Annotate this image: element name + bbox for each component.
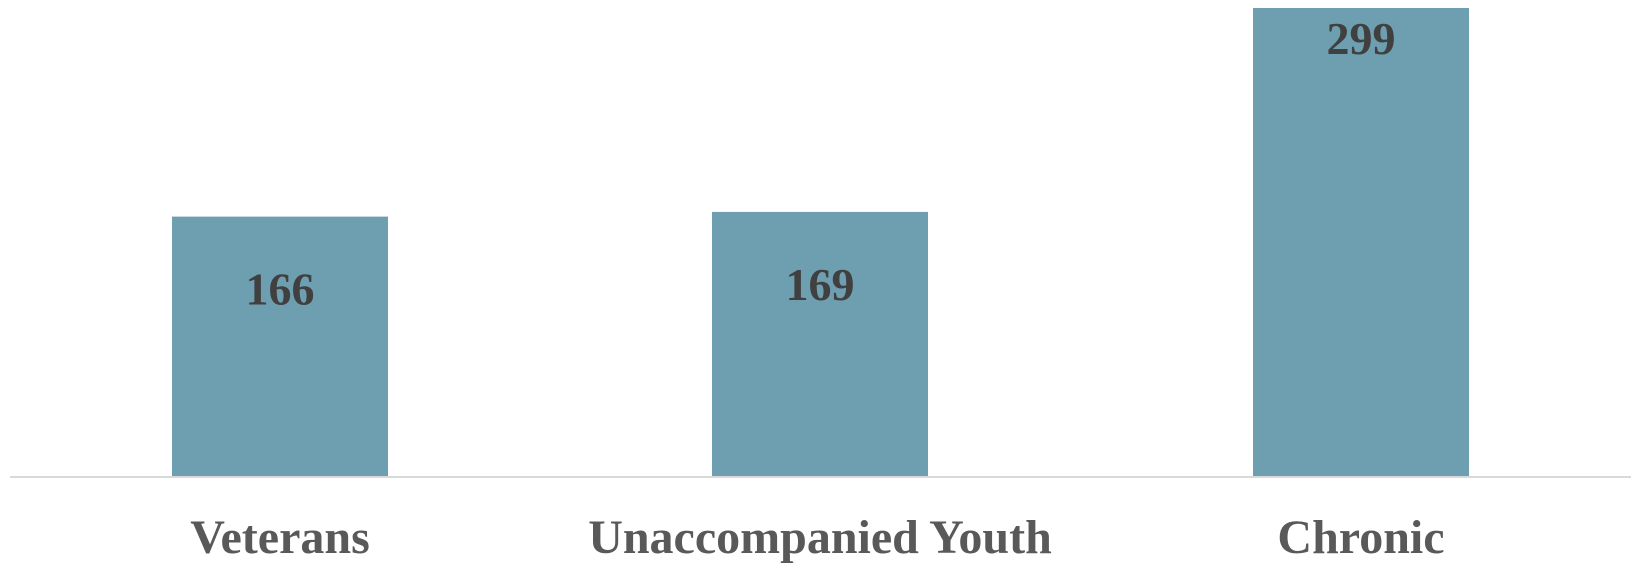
category-label: Unaccompanied Youth [588,511,1052,564]
bars-group [172,8,1469,478]
data-label: 169 [786,259,855,310]
category-label: Chronic [1277,511,1444,564]
data-label: 166 [246,264,315,315]
bar-chronic [1253,8,1469,477]
category-label: Veterans [190,511,370,564]
bar-veterans [172,216,388,478]
category-labels-group: Veterans Unaccompanied Youth Chronic [190,511,1444,564]
data-labels-group: 166 169 299 [246,13,1396,315]
data-label: 299 [1327,13,1396,64]
bar-unaccompanied-youth [712,211,928,478]
